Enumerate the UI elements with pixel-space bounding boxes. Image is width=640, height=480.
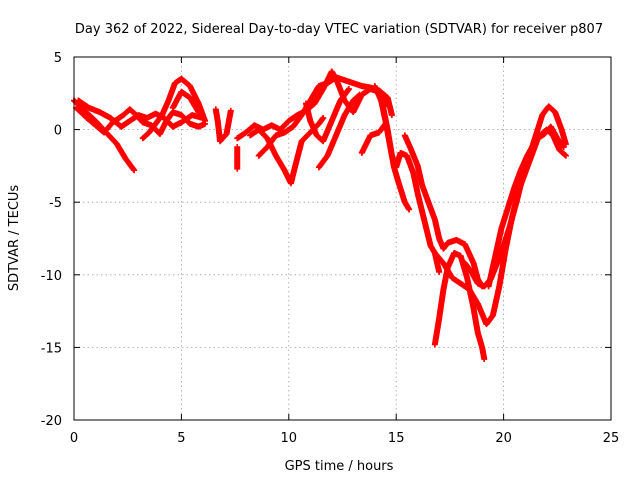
data-series bbox=[485, 126, 569, 290]
data-series bbox=[401, 132, 486, 290]
data-series bbox=[255, 74, 395, 159]
data-point-markers bbox=[401, 132, 486, 290]
data-series bbox=[358, 120, 389, 156]
data-point-markers bbox=[315, 91, 363, 171]
data-point-markers bbox=[302, 85, 352, 145]
data-point-markers bbox=[485, 126, 569, 290]
y-axis-label: SDTVAR / TECUs bbox=[7, 185, 22, 292]
x-tick-label: 10 bbox=[281, 431, 298, 446]
y-tick-label: -10 bbox=[41, 269, 62, 284]
data-point-markers bbox=[234, 144, 241, 172]
data-series bbox=[315, 91, 363, 171]
data-point-markers bbox=[212, 106, 234, 145]
data-series bbox=[302, 85, 352, 145]
data-point-markers bbox=[255, 74, 395, 159]
x-tick-label: 15 bbox=[388, 431, 405, 446]
data-series bbox=[73, 104, 209, 137]
data-series bbox=[212, 106, 234, 145]
data-series bbox=[169, 88, 202, 116]
plot-frame bbox=[73, 56, 612, 421]
y-tick-label: 0 bbox=[54, 124, 62, 139]
y-tick-label: -20 bbox=[41, 414, 62, 429]
x-tick-label: 20 bbox=[495, 431, 512, 446]
data-series bbox=[378, 94, 443, 275]
data-point-markers bbox=[169, 88, 202, 116]
data-point-markers bbox=[139, 75, 209, 142]
data-point-markers bbox=[73, 104, 209, 137]
data-series bbox=[234, 144, 241, 172]
x-axis-label: GPS time / hours bbox=[285, 459, 394, 474]
chart-title: Day 362 of 2022, Sidereal Day-to-day VTE… bbox=[75, 22, 603, 37]
data-point-markers bbox=[358, 120, 389, 156]
y-tick-label: -15 bbox=[41, 341, 62, 356]
data-points bbox=[71, 68, 569, 363]
axis-ticks: 0 5 10 15 20 25 -20 -15 -10 -5 0 5 bbox=[41, 51, 620, 446]
x-tick-label: 25 bbox=[603, 431, 620, 446]
y-tick-label: -5 bbox=[49, 196, 62, 211]
data-point-markers bbox=[378, 94, 443, 275]
x-tick-label: 5 bbox=[177, 431, 185, 446]
y-tick-label: 5 bbox=[54, 51, 62, 66]
data-series bbox=[139, 75, 209, 142]
x-tick-label: 0 bbox=[70, 431, 78, 446]
